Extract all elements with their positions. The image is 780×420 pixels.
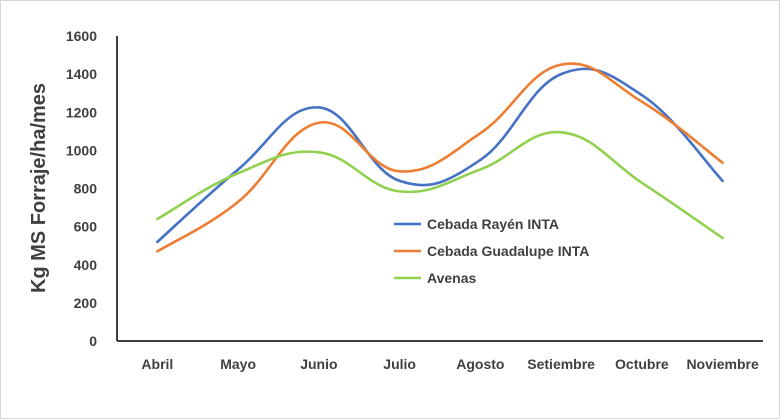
y-tick-label: 400 [74, 257, 98, 273]
x-tick-label: Noviembre [686, 356, 759, 372]
series-line-2 [156, 62, 724, 253]
series-line-3 [156, 130, 724, 240]
x-tick-label: Mayo [220, 356, 256, 372]
x-tick-label: Junio [300, 356, 337, 372]
series-line-1 [156, 67, 724, 244]
y-tick-label: 1000 [66, 142, 97, 158]
y-tick-label: 1600 [66, 28, 97, 44]
x-tick-label: Julio [383, 356, 416, 372]
x-tick-label: Abril [141, 356, 173, 372]
legend-label: Avenas [427, 270, 477, 286]
series-lines [156, 62, 724, 253]
x-tick-labels: Abril Mayo Junio Julio Agosto Setiembre Octubr… [141, 356, 759, 372]
y-tick-label: 1200 [66, 104, 97, 120]
x-tick-label: Setiembre [527, 356, 595, 372]
y-tick-label: 600 [74, 219, 98, 235]
axes [116, 36, 763, 342]
legend: Cebada Rayén INTA Cebada Guadalupe INTA Av… [394, 216, 589, 286]
x-tick-label: Agosto [456, 356, 504, 372]
y-tick-label: 1400 [66, 66, 97, 82]
x-tick-label: Octubre [615, 356, 669, 372]
y-axis-title: Kg MS Forraje/ha/mes [28, 83, 50, 293]
legend-label: Cebada Guadalupe INTA [427, 243, 589, 259]
y-tick-label: 200 [74, 295, 98, 311]
y-tick-labels: 0 200 400 600 800 1000 1200 1400 1600 [66, 28, 97, 349]
y-tick-label: 0 [89, 333, 97, 349]
legend-label: Cebada Rayén INTA [427, 216, 559, 232]
y-tick-label: 800 [74, 181, 98, 197]
